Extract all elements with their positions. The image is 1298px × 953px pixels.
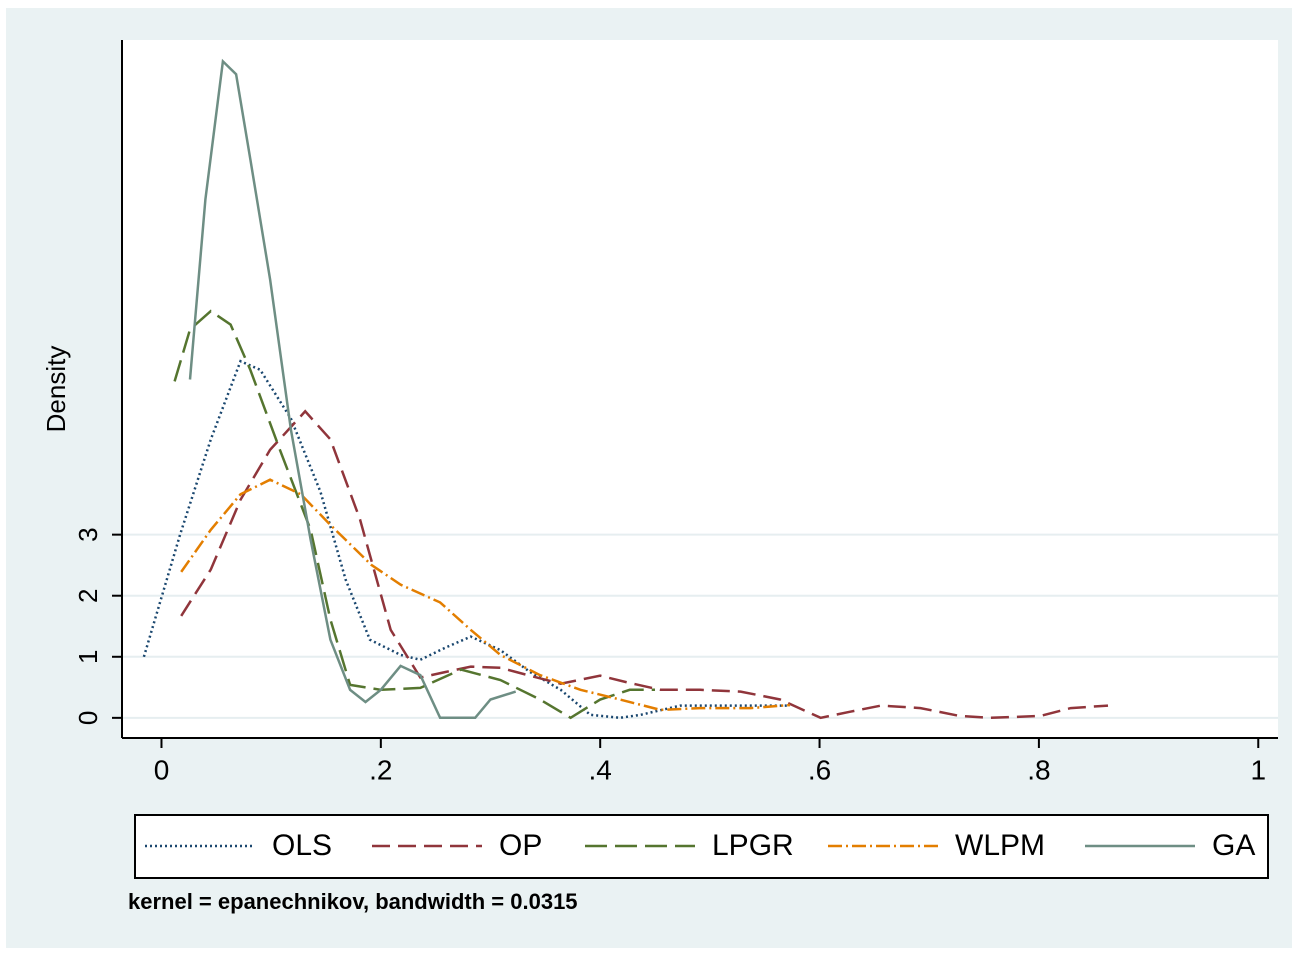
- y-tick-label: 1: [73, 650, 103, 664]
- y-tick-label: 3: [73, 527, 103, 541]
- y-axis-title: Density: [41, 346, 71, 433]
- x-tick-label: .4: [589, 754, 612, 785]
- series-line: [142, 359, 790, 720]
- legend-label: LPGR: [712, 829, 794, 862]
- legend-label: WLPM: [955, 829, 1045, 862]
- legend-box: [134, 814, 1269, 879]
- x-tick-label: 1: [1250, 754, 1266, 785]
- series-line: [180, 478, 790, 712]
- y-tick-label: 2: [73, 588, 103, 602]
- x-tick-label: .6: [808, 754, 831, 785]
- x-tick-label: .2: [369, 754, 392, 785]
- series-line: [173, 309, 655, 720]
- plot-region: [122, 40, 1278, 738]
- series-line: [180, 409, 1109, 720]
- legend-label: OP: [499, 829, 542, 862]
- note: kernel = epanechnikov, bandwidth = 0.031…: [128, 889, 578, 914]
- y-tick-label: 0: [73, 711, 103, 725]
- x-tick-label: 0: [154, 754, 170, 785]
- legend-label: OLS: [272, 829, 332, 862]
- x-tick-label: .8: [1027, 754, 1050, 785]
- legend-label: GA: [1212, 829, 1255, 862]
- series-line: [188, 58, 517, 720]
